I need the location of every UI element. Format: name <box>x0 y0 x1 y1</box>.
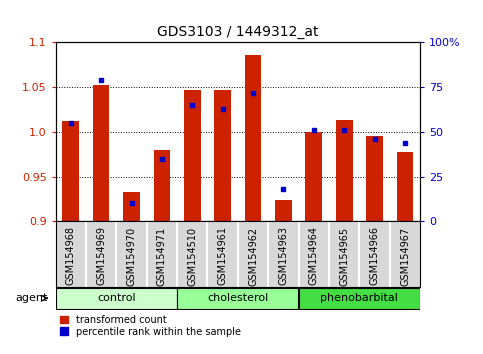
Bar <box>366 136 383 221</box>
Text: GSM154510: GSM154510 <box>187 227 197 286</box>
Text: cholesterol: cholesterol <box>207 293 269 303</box>
Bar <box>305 132 322 221</box>
Text: GSM154961: GSM154961 <box>218 227 227 285</box>
Text: GSM154968: GSM154968 <box>66 227 76 285</box>
Text: GSM154969: GSM154969 <box>96 227 106 285</box>
Text: GSM154962: GSM154962 <box>248 227 258 286</box>
Bar <box>214 90 231 221</box>
Text: GSM154963: GSM154963 <box>279 227 288 285</box>
Bar <box>93 85 110 221</box>
Text: GSM154971: GSM154971 <box>157 227 167 286</box>
Bar <box>336 120 353 221</box>
Text: agent: agent <box>15 293 47 303</box>
Text: GSM154966: GSM154966 <box>369 227 380 285</box>
FancyBboxPatch shape <box>177 288 298 309</box>
Text: phenobarbital: phenobarbital <box>321 293 398 303</box>
Bar <box>154 150 170 221</box>
Text: GSM154964: GSM154964 <box>309 227 319 285</box>
Bar <box>397 153 413 221</box>
Bar <box>184 90 200 221</box>
Text: GSM154965: GSM154965 <box>339 227 349 286</box>
FancyBboxPatch shape <box>299 288 420 309</box>
Text: control: control <box>97 293 136 303</box>
Title: GDS3103 / 1449312_at: GDS3103 / 1449312_at <box>157 25 319 39</box>
Bar <box>275 200 292 221</box>
Bar <box>62 121 79 221</box>
Text: GSM154970: GSM154970 <box>127 227 137 286</box>
Bar <box>123 192 140 221</box>
FancyBboxPatch shape <box>56 288 177 309</box>
Bar <box>245 55 261 221</box>
Legend: transformed count, percentile rank within the sample: transformed count, percentile rank withi… <box>60 315 241 337</box>
Text: GSM154967: GSM154967 <box>400 227 410 286</box>
